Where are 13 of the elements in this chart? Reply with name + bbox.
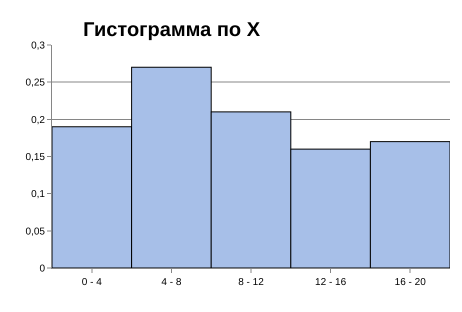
x-tick-label: 0 - 4 xyxy=(82,277,102,288)
y-tick-label: 0,05 xyxy=(26,226,46,238)
y-tick-label: 0,2 xyxy=(31,114,46,126)
x-tick-label: 16 - 20 xyxy=(394,277,426,288)
y-tick-label: 0,3 xyxy=(31,40,46,52)
chart-title: Гистограмма по X xyxy=(83,18,261,41)
y-tick-label: 0,15 xyxy=(26,152,46,163)
x-tick-label: 4 - 8 xyxy=(161,277,182,288)
y-tick-label: 0,25 xyxy=(26,78,46,89)
x-tick-label: 12 - 16 xyxy=(315,277,347,288)
y-tick-label: 0,1 xyxy=(31,189,46,200)
x-tick-label: 8 - 12 xyxy=(238,277,264,288)
y-tick-label: 0 xyxy=(39,264,46,274)
